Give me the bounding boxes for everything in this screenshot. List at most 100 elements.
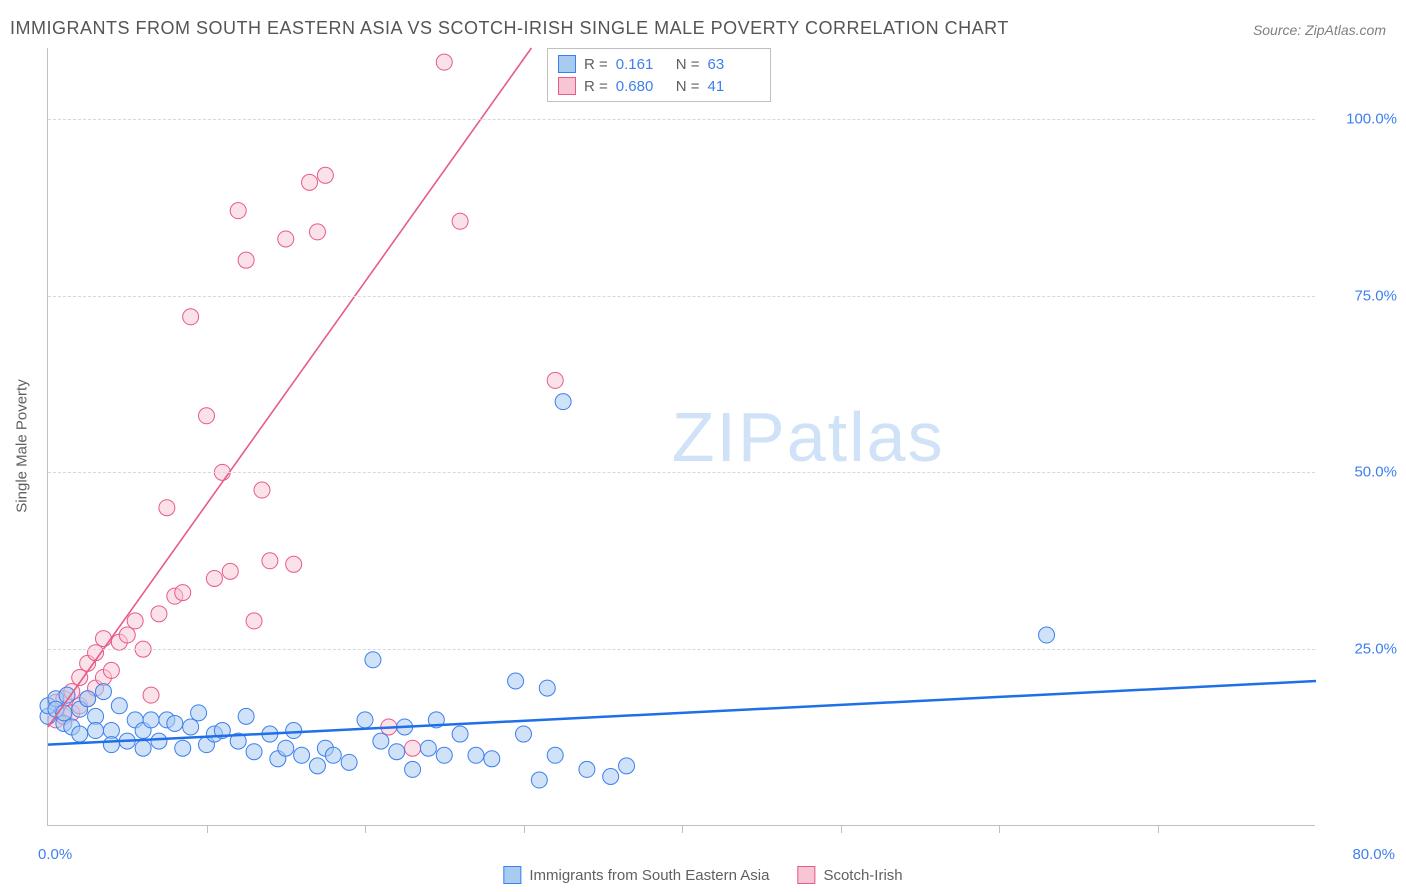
gridline — [48, 649, 1315, 650]
n-value: 41 — [708, 78, 760, 95]
data-point — [246, 613, 262, 629]
data-point — [103, 662, 119, 678]
data-point — [238, 708, 254, 724]
data-point — [484, 751, 500, 767]
data-point — [159, 500, 175, 516]
data-point — [88, 723, 104, 739]
data-point — [72, 726, 88, 742]
data-point — [167, 715, 183, 731]
legend-swatch — [558, 77, 576, 95]
x-tick — [999, 825, 1000, 833]
data-point — [405, 761, 421, 777]
data-point — [1039, 627, 1055, 643]
series-legend: Immigrants from South Eastern Asia Scotch… — [503, 866, 902, 884]
data-point — [405, 740, 421, 756]
data-point — [579, 761, 595, 777]
gridline — [48, 472, 1315, 473]
y-tick-label: 75.0% — [1354, 287, 1397, 304]
legend-label: Immigrants from South Eastern Asia — [529, 867, 769, 884]
source-attribution: Source: ZipAtlas.com — [1253, 22, 1386, 38]
data-point — [365, 652, 381, 668]
data-point — [88, 708, 104, 724]
r-label: R = — [584, 56, 608, 73]
data-point — [302, 174, 318, 190]
gridline — [48, 119, 1315, 120]
data-point — [373, 733, 389, 749]
data-point — [143, 687, 159, 703]
x-tick — [841, 825, 842, 833]
x-tick — [1158, 825, 1159, 833]
legend-swatch — [558, 55, 576, 73]
data-point — [357, 712, 373, 728]
x-tick — [524, 825, 525, 833]
data-point — [555, 394, 571, 410]
n-value: 63 — [708, 56, 760, 73]
data-point — [603, 768, 619, 784]
data-point — [151, 733, 167, 749]
data-point — [95, 684, 111, 700]
regression-line — [48, 681, 1316, 745]
y-tick-label: 25.0% — [1354, 641, 1397, 658]
y-tick-label: 100.0% — [1346, 110, 1397, 127]
data-point — [103, 737, 119, 753]
legend-item: Immigrants from South Eastern Asia — [503, 866, 769, 884]
chart-title: IMMIGRANTS FROM SOUTH EASTERN ASIA VS SC… — [10, 18, 1009, 39]
legend-item: Scotch-Irish — [797, 866, 902, 884]
data-point — [508, 673, 524, 689]
data-point — [80, 691, 96, 707]
data-point — [325, 747, 341, 763]
data-point — [286, 556, 302, 572]
data-point — [135, 740, 151, 756]
x-tick — [682, 825, 683, 833]
y-axis-label: Single Male Poverty — [14, 379, 31, 512]
data-point — [119, 627, 135, 643]
data-point — [547, 747, 563, 763]
data-point — [175, 740, 191, 756]
data-point — [262, 553, 278, 569]
data-point — [341, 754, 357, 770]
r-value: 0.161 — [616, 56, 668, 73]
data-point — [317, 167, 333, 183]
data-point — [103, 723, 119, 739]
data-point — [294, 747, 310, 763]
data-point — [531, 772, 547, 788]
data-point — [452, 213, 468, 229]
data-point — [222, 563, 238, 579]
data-point — [309, 758, 325, 774]
legend-label: Scotch-Irish — [823, 867, 902, 884]
data-point — [436, 54, 452, 70]
r-label: R = — [584, 78, 608, 95]
data-point — [420, 740, 436, 756]
data-point — [191, 705, 207, 721]
data-point — [278, 740, 294, 756]
data-point — [183, 309, 199, 325]
data-point — [127, 613, 143, 629]
data-point — [175, 585, 191, 601]
data-point — [547, 372, 563, 388]
gridline — [48, 296, 1315, 297]
chart-plot-area: ZIPatlas 0.0% 80.0% 25.0%50.0%75.0%100.0… — [47, 48, 1315, 826]
data-point — [151, 606, 167, 622]
regression-line — [48, 48, 531, 727]
n-label: N = — [676, 56, 700, 73]
data-point — [278, 231, 294, 247]
data-point — [95, 631, 111, 647]
correlation-legend: R =0.161N =63R =0.680N =41 — [547, 48, 771, 102]
data-point — [230, 203, 246, 219]
data-point — [183, 719, 199, 735]
legend-stat-row: R = 0.161 N = 63 — [558, 53, 760, 75]
x-axis-min-label: 0.0% — [38, 846, 72, 863]
data-point — [238, 252, 254, 268]
data-point — [246, 744, 262, 760]
x-tick — [365, 825, 366, 833]
x-tick — [207, 825, 208, 833]
data-point — [516, 726, 532, 742]
data-point — [286, 723, 302, 739]
data-point — [111, 698, 127, 714]
data-point — [619, 758, 635, 774]
legend-swatch — [797, 866, 815, 884]
scatter-svg — [48, 48, 1315, 825]
n-label: N = — [676, 78, 700, 95]
legend-swatch — [503, 866, 521, 884]
data-point — [452, 726, 468, 742]
